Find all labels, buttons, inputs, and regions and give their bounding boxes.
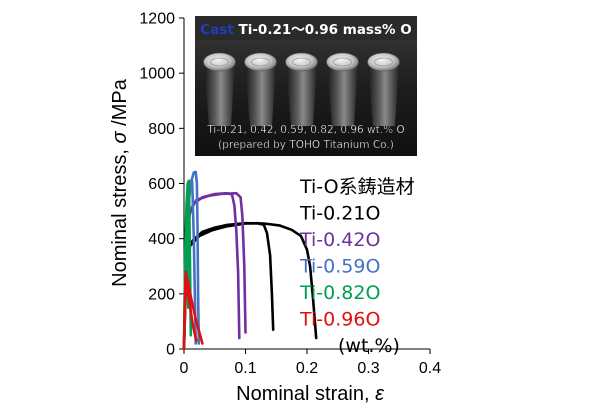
- legend-entry-5: Ti-0.96O: [299, 309, 380, 331]
- x-axis-title: Nominal strain, ε: [236, 383, 385, 405]
- rod-body: [327, 62, 358, 126]
- rod-body: [368, 62, 399, 126]
- y-tick-label: 1000: [139, 66, 175, 83]
- x-ticks: 0 0.1 0.2 0.3 0.4: [180, 349, 441, 377]
- y-tick-label: 0: [166, 342, 175, 359]
- legend-entry-4: Ti-0.82O: [299, 282, 380, 304]
- x-tick-label: 0.1: [234, 360, 256, 377]
- rod-cap-mark: [210, 57, 229, 67]
- y-ticks: 0 200 400 600 800 1000 1200: [139, 11, 184, 359]
- photo-title-prefix: Cast: [200, 22, 234, 38]
- legend-entry-2: Ti-0.42O: [299, 229, 380, 251]
- legend-entry-3: Ti-0.59O: [299, 256, 380, 278]
- rod-cap: [367, 52, 400, 72]
- x-tick-label: 0.3: [357, 360, 379, 377]
- photo-caption-line1: Ti-0.21, 0.42, 0.59, 0.82, 0.96 wt.% O: [206, 124, 404, 136]
- rod-cap-mark: [374, 57, 393, 67]
- specimen-rod: [285, 52, 318, 126]
- specimen-rod: [244, 52, 277, 126]
- legend-entry-1: Ti-0.21O: [299, 203, 380, 225]
- photo-caption-line2: (prepared by TOHO Titanium Co.): [218, 139, 394, 151]
- rod-cap: [244, 52, 277, 72]
- y-tick-label: 200: [148, 286, 175, 303]
- y-tick-label: 400: [148, 231, 175, 248]
- specimen-rod: [367, 52, 400, 126]
- legend-entry-0: Ti-O系鋳造材: [299, 175, 415, 198]
- x-tick-label: 0.2: [296, 360, 318, 377]
- x-tick-label: 0.4: [419, 360, 441, 377]
- rod-cap-mark: [333, 57, 352, 67]
- photo-title-rest: Ti-0.21～0.96 mass% O: [234, 22, 412, 38]
- rod-cap: [285, 52, 318, 72]
- specimen-rod: [203, 52, 236, 126]
- photo-title-band: [195, 16, 417, 40]
- rod-cap: [326, 52, 359, 72]
- y-tick-label: 800: [148, 121, 175, 138]
- series-line-0: [182, 221, 318, 351]
- y-tick-label: 1200: [139, 11, 175, 28]
- rod-cap-mark: [292, 57, 311, 67]
- photo-title: Cast Ti-0.21～0.96 mass% O: [200, 22, 411, 38]
- series-lines: [182, 170, 318, 351]
- y-axis-title: Nominal stress, σ /MPa: [109, 78, 131, 287]
- rod-cap: [203, 52, 236, 72]
- x-tick-label: 0: [180, 360, 189, 377]
- specimen-rod: [326, 52, 359, 126]
- specimen-rods: [203, 52, 400, 126]
- rod-body: [286, 62, 317, 126]
- y-tick-label: 600: [148, 176, 175, 193]
- rod-body: [245, 62, 276, 126]
- axes: 0 200 400 600 800 1000 1200 0 0.1 0.2 0.3 0.4: [139, 11, 441, 378]
- legend-entry-6: (wt.%): [338, 335, 400, 357]
- legend: Ti-O系鋳造材 Ti-0.21O Ti-0.42O Ti-0.59O Ti-0.82O…: [299, 175, 415, 357]
- rod-cap-mark: [251, 57, 270, 67]
- rod-body: [204, 62, 235, 126]
- specimen-photo-inset: Cast Ti-0.21～0.96 mass% O Ti-0.21, 0.42,…: [195, 16, 417, 156]
- series-line-9: [182, 270, 198, 351]
